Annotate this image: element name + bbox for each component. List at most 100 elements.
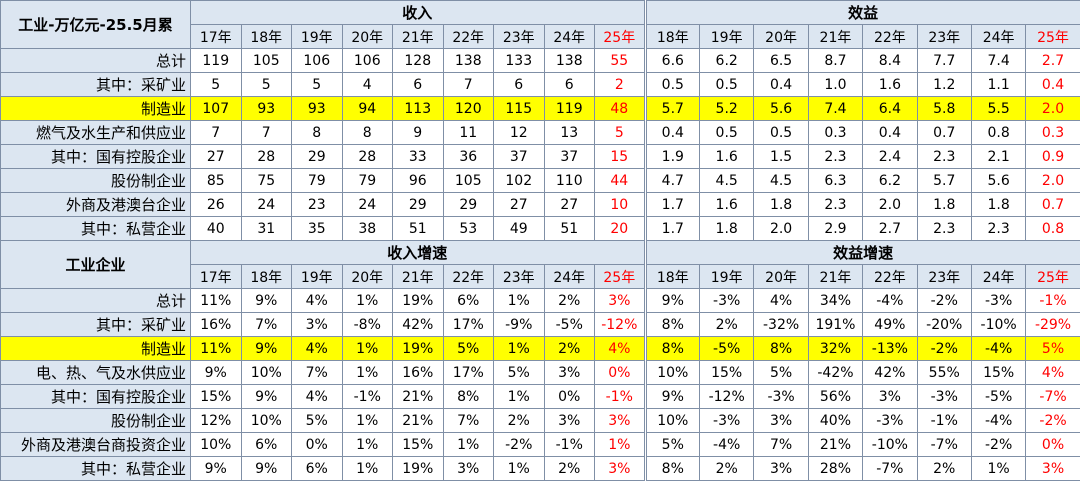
value-cell: 55 (594, 48, 646, 73)
value-cell: 0.5 (698, 72, 755, 97)
data-row: 其中：国有控股企业 15% 9% 4% -1% 21% 8% 1% 0% -1% 9% -12% -3%… (0, 384, 1080, 409)
value-cell: 7 (442, 72, 494, 97)
value-cell: 19% (392, 456, 444, 481)
value-cell: -1% (341, 384, 393, 409)
value-cell: 55% (916, 360, 972, 385)
value-cell: 12 (493, 120, 545, 145)
value-cell: -13% (862, 336, 918, 361)
value-cell: 7.4 (807, 96, 864, 121)
value-cell: 0.4 (643, 120, 700, 145)
value-cell: -1% (1025, 288, 1080, 313)
value-cell: 6.3 (807, 168, 864, 193)
value-cell: 40% (807, 408, 864, 433)
value-cell: 7% (753, 432, 809, 457)
value-cell: 5% (643, 432, 700, 457)
year-header: 21年 (807, 264, 864, 289)
value-cell: 32% (807, 336, 864, 361)
year-header: 19年 (291, 24, 343, 49)
year-header: 25年 (594, 264, 646, 289)
value-cell: -5% (698, 336, 755, 361)
value-cell: 1.8 (698, 216, 755, 241)
value-cell: 37 (493, 144, 545, 169)
year-header: 19年 (698, 264, 755, 289)
value-cell: 10% (643, 360, 700, 385)
value-cell: 2.9 (807, 216, 864, 241)
value-cell: 1% (493, 384, 545, 409)
value-cell: 13 (543, 120, 595, 145)
value-cell: 105 (442, 168, 494, 193)
value-cell: 1% (493, 288, 545, 313)
value-cell: 1.8 (753, 192, 809, 217)
value-cell: 3% (594, 456, 646, 481)
value-cell: 0.8 (970, 120, 1027, 145)
value-cell: 17% (442, 360, 494, 385)
value-cell: 8 (291, 120, 343, 145)
value-cell: 7% (240, 312, 292, 337)
year-header: 23年 (916, 24, 972, 49)
value-cell: 1% (341, 456, 393, 481)
row-label: 制造业 (0, 96, 191, 121)
value-cell: 1% (594, 432, 646, 457)
value-cell: -3% (698, 288, 755, 313)
year-header: 18年 (643, 24, 700, 49)
value-cell: -4% (970, 408, 1027, 433)
value-cell: 133 (493, 48, 545, 73)
value-cell: 2 (594, 72, 646, 97)
value-cell: 0% (291, 432, 343, 457)
value-cell: 4% (1025, 360, 1080, 385)
value-cell: 79 (341, 168, 393, 193)
row-label: 燃气及水生产和供应业 (0, 120, 191, 145)
year-header: 21年 (807, 24, 864, 49)
value-cell: 1% (341, 288, 393, 313)
data-row: 其中：采矿业 5 5 5 4 6 7 6 6 2 0.5 0.5 0.4 1.0 1.6 1.2 1.1 0.4 (0, 72, 1080, 97)
value-cell: 21% (392, 408, 444, 433)
value-cell: 8% (643, 312, 700, 337)
value-cell: 9% (190, 456, 242, 481)
value-cell: 5% (493, 360, 545, 385)
value-cell: 9% (240, 384, 292, 409)
value-cell: 15% (190, 384, 242, 409)
value-cell: 49% (862, 312, 918, 337)
data-row: 总计 11% 9% 4% 1% 19% 6% 1% 2% 3% 9% -3% 4% 34% -4% -2% -3… (0, 288, 1080, 313)
row-label: 总计 (0, 288, 191, 313)
value-cell: 107 (190, 96, 242, 121)
value-cell: 75 (240, 168, 292, 193)
value-cell: 0.5 (753, 120, 809, 145)
value-cell: 119 (190, 48, 242, 73)
value-cell: 2.3 (916, 216, 972, 241)
value-cell: 0% (1025, 432, 1080, 457)
value-cell: 10 (594, 192, 646, 217)
value-cell: 42% (862, 360, 918, 385)
row-label: 外商及港澳台企业 (0, 192, 191, 217)
value-cell: 3% (753, 456, 809, 481)
value-cell: 2.3 (970, 216, 1027, 241)
row-label: 其中：采矿业 (0, 312, 191, 337)
value-cell: 9% (240, 456, 292, 481)
value-cell: 5.5 (970, 96, 1027, 121)
value-cell: 19% (392, 336, 444, 361)
value-cell: 24 (240, 192, 292, 217)
year-header: 20年 (753, 264, 809, 289)
value-cell: -3% (916, 384, 972, 409)
value-cell: -2% (916, 288, 972, 313)
value-cell: 5.6 (970, 168, 1027, 193)
value-cell: -20% (916, 312, 972, 337)
row-label: 其中：国有控股企业 (0, 384, 191, 409)
value-cell: 15% (698, 360, 755, 385)
value-cell: 56% (807, 384, 864, 409)
value-cell: 1.8 (970, 192, 1027, 217)
value-cell: 1.6 (698, 144, 755, 169)
value-cell: 7 (240, 120, 292, 145)
value-cell: 138 (442, 48, 494, 73)
value-cell: 28 (240, 144, 292, 169)
value-cell: 93 (240, 96, 292, 121)
value-cell: 85 (190, 168, 242, 193)
value-cell: 27 (190, 144, 242, 169)
value-cell: 9% (643, 288, 700, 313)
value-cell: 17% (442, 312, 494, 337)
value-cell: 2% (698, 456, 755, 481)
value-cell: 1.2 (916, 72, 972, 97)
value-cell: 106 (291, 48, 343, 73)
value-cell: -32% (753, 312, 809, 337)
value-cell: 36 (442, 144, 494, 169)
